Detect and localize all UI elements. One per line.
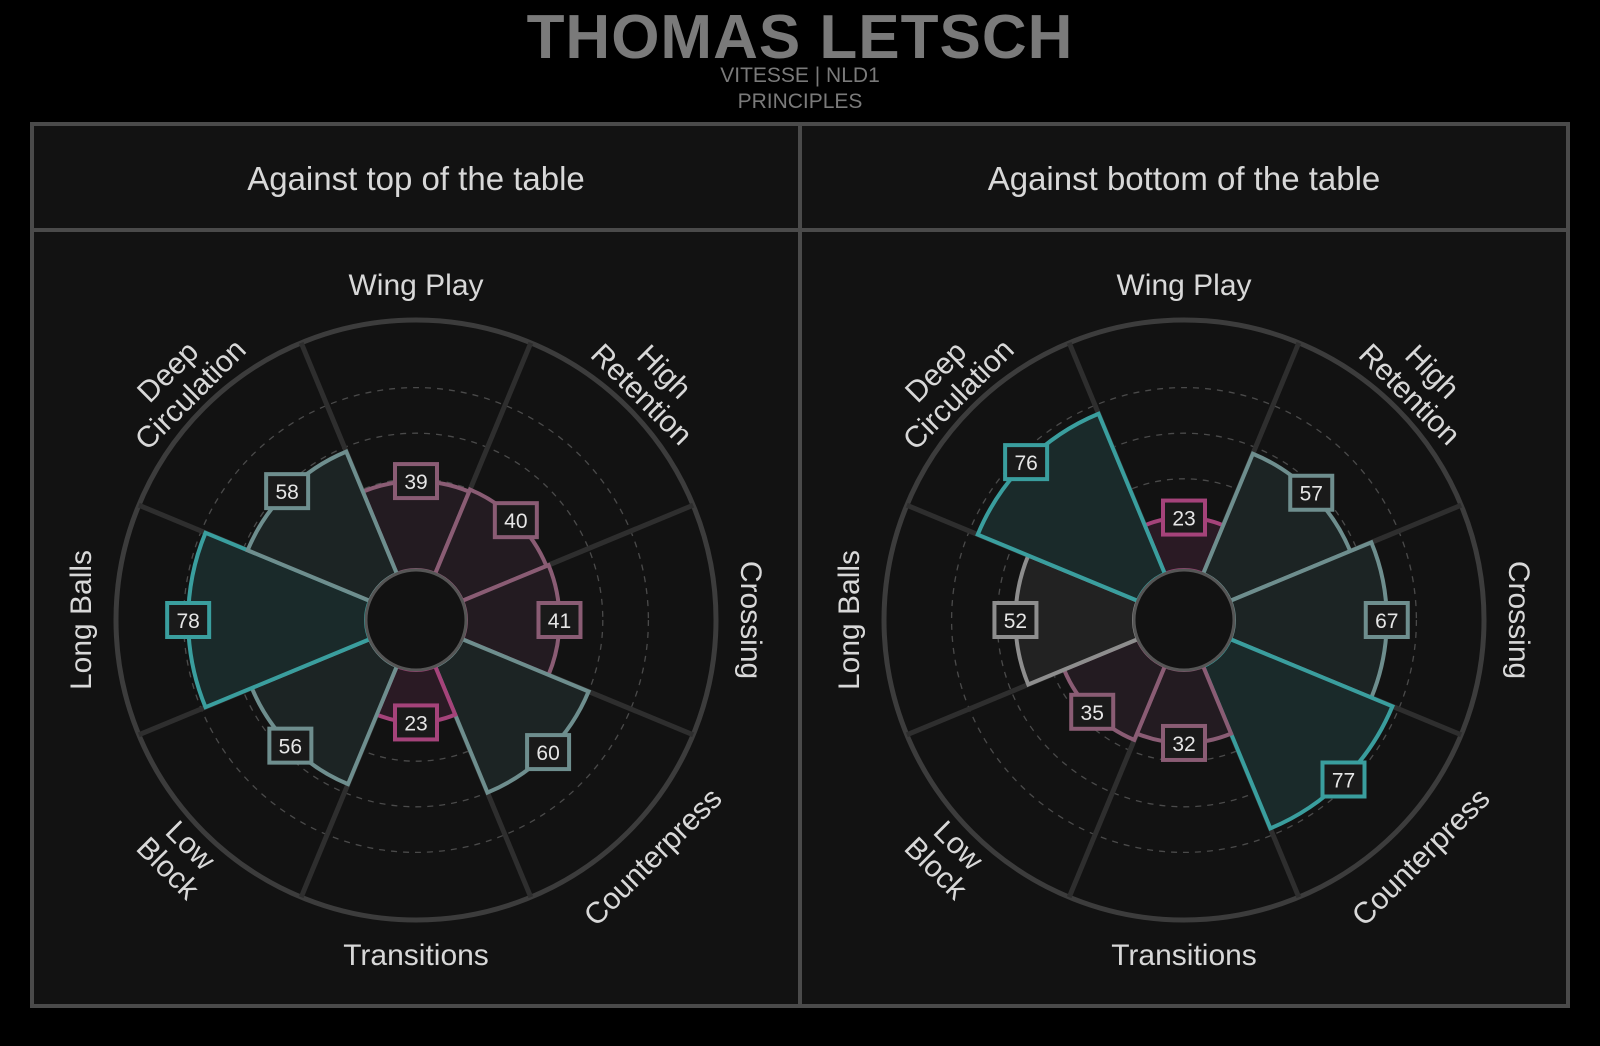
value-label: 35	[1081, 702, 1104, 725]
value-box	[1069, 692, 1116, 731]
value-label: 41	[548, 610, 571, 633]
radar-panel-2: Against bottom of the table 23 57 67 77 32 35 5…	[833, 160, 1535, 972]
grid-ring	[950, 386, 1418, 854]
category-label-transitions: Transitions	[343, 939, 489, 972]
value-label: 32	[1172, 733, 1195, 756]
value-box	[1003, 443, 1050, 482]
section-subtitle: PRINCIPLES	[737, 90, 863, 113]
category-label-wing-play: Wing Play	[1116, 269, 1251, 302]
value-label: 78	[176, 610, 199, 633]
value-box	[536, 601, 583, 639]
category-label-crossing: Crossing	[734, 561, 767, 679]
value-label: 39	[404, 471, 427, 494]
value-box	[393, 462, 439, 501]
center-hole	[1132, 568, 1236, 672]
value-label: 52	[1004, 610, 1027, 633]
value-label: 67	[1375, 610, 1398, 633]
outer-ring	[881, 317, 1487, 923]
category-label-wing-play: Wing Play	[348, 269, 483, 302]
center-hole	[364, 568, 468, 672]
value-label: 23	[404, 712, 427, 735]
panel-title: Against top of the table	[247, 160, 585, 197]
grid-ring	[182, 386, 650, 854]
category-label-crossing: Crossing	[1502, 561, 1535, 679]
value-label: 58	[275, 481, 298, 504]
value-box	[1320, 760, 1367, 799]
team-league-subtitle: VITESSE | NLD1	[720, 64, 880, 87]
value-box	[992, 601, 1039, 639]
value-label: 77	[1332, 769, 1355, 792]
value-box	[492, 501, 539, 540]
value-box	[525, 733, 572, 772]
value-box	[264, 472, 311, 511]
category-label-transitions: Transitions	[1111, 939, 1257, 972]
category-label-long-balls: Long Balls	[833, 550, 866, 690]
page-title: THOMAS LETSCH	[526, 3, 1074, 72]
outer-ring	[113, 317, 719, 923]
value-box	[1161, 498, 1207, 537]
category-label-long-balls: Long Balls	[65, 550, 98, 690]
value-box	[1161, 723, 1207, 762]
value-box	[393, 703, 439, 742]
value-label: 40	[504, 510, 527, 533]
panel-title: Against bottom of the table	[988, 160, 1381, 197]
value-label: 76	[1014, 452, 1037, 475]
value-label: 23	[1172, 508, 1195, 531]
value-box	[165, 601, 212, 639]
value-box	[267, 726, 314, 765]
value-box	[1288, 473, 1335, 512]
grid-ring	[228, 432, 604, 808]
value-label: 60	[536, 742, 559, 765]
value-label: 56	[279, 736, 302, 759]
value-label: 57	[1300, 483, 1323, 506]
value-box	[1363, 601, 1410, 639]
